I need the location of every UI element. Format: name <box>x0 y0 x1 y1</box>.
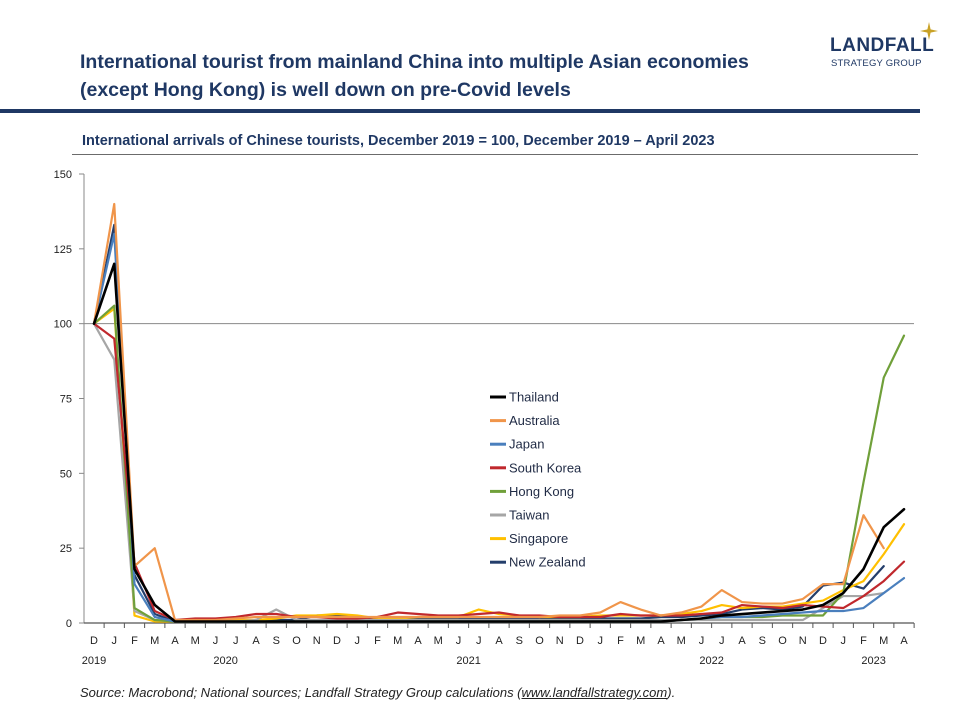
x-tick-label: M <box>636 635 645 647</box>
y-tick-label: 100 <box>54 319 72 331</box>
x-tick-label: D <box>576 635 584 647</box>
title-line-1: International tourist from mainland Chin… <box>80 51 749 73</box>
x-tick-label: J <box>699 635 705 647</box>
x-tick-label: A <box>414 635 422 647</box>
chart-title: International arrivals of Chinese touris… <box>82 133 715 149</box>
x-tick-label: J <box>213 635 219 647</box>
series-line-new-zealand <box>92 223 885 623</box>
x-tick-label: M <box>434 635 443 647</box>
legend-label-australia: Australia <box>509 413 560 428</box>
x-tick-label: J <box>476 635 482 647</box>
star-icon <box>920 22 938 40</box>
x-year-label: 2019 <box>82 655 106 667</box>
x-tick-label: A <box>900 635 908 647</box>
title-line-2: (except Hong Kong) is well down on pre-C… <box>80 79 571 101</box>
landfall-logo: LANDFALL STRATEGY GROUP <box>822 22 942 72</box>
y-tick-label: 0 <box>66 618 72 630</box>
x-tick-label: S <box>273 635 280 647</box>
x-tick-label: S <box>516 635 523 647</box>
x-tick-label: F <box>131 635 138 647</box>
x-tick-label: A <box>171 635 179 647</box>
x-year-label: 2021 <box>456 655 480 667</box>
x-tick-label: J <box>841 635 847 647</box>
legend-label-hong-kong: Hong Kong <box>509 484 574 499</box>
x-tick-label: O <box>535 635 544 647</box>
series-line-taiwan <box>92 322 885 623</box>
x-tick-label: F <box>617 635 624 647</box>
legend-label-south-korea: South Korea <box>509 460 582 475</box>
source-note: Source: Macrobond; National sources; Lan… <box>80 685 675 700</box>
series-line-south-korea <box>92 322 906 622</box>
x-tick-label: J <box>355 635 361 647</box>
page-title: International tourist from mainland Chin… <box>80 48 820 104</box>
x-year-label: 2020 <box>213 655 237 667</box>
y-tick-label: 75 <box>60 394 72 406</box>
x-tick-label: J <box>112 635 118 647</box>
x-tick-label: M <box>879 635 888 647</box>
series-line-singapore <box>92 307 906 623</box>
x-tick-label: J <box>719 635 725 647</box>
y-tick-label: 150 <box>54 169 72 181</box>
y-tick-label: 125 <box>54 244 72 256</box>
x-tick-label: F <box>860 635 867 647</box>
legend-label-singapore: Singapore <box>509 531 568 546</box>
logo-wordmark: LANDFALL <box>830 35 935 56</box>
x-tick-label: N <box>313 635 321 647</box>
x-tick-label: A <box>738 635 746 647</box>
source-link[interactable]: www.landfallstrategy.com <box>521 685 668 700</box>
legend-label-japan: Japan <box>509 437 544 452</box>
x-tick-label: J <box>598 635 604 647</box>
y-tick-label: 25 <box>60 543 72 555</box>
x-tick-label: N <box>556 635 564 647</box>
source-text-end: ). <box>667 685 676 700</box>
x-tick-label: J <box>456 635 462 647</box>
x-tick-label: F <box>374 635 381 647</box>
series-line-hong-kong <box>92 304 906 623</box>
x-tick-label: D <box>90 635 98 647</box>
logo-subtext: STRATEGY GROUP <box>831 58 922 69</box>
x-tick-label: N <box>799 635 807 647</box>
x-tick-label: A <box>495 635 503 647</box>
legend-label-taiwan: Taiwan <box>509 508 549 523</box>
x-tick-label: M <box>677 635 686 647</box>
x-tick-label: A <box>252 635 260 647</box>
source-text: Source: Macrobond; National sources; Lan… <box>80 685 522 700</box>
x-tick-label: D <box>819 635 827 647</box>
x-year-label: 2022 <box>699 655 723 667</box>
x-tick-label: S <box>759 635 766 647</box>
x-tick-label: M <box>150 635 159 647</box>
x-tick-label: O <box>778 635 787 647</box>
x-year-label: 2023 <box>861 655 885 667</box>
y-tick-label: 50 <box>60 468 72 480</box>
x-tick-label: O <box>292 635 301 647</box>
x-tick-label: M <box>191 635 200 647</box>
chart-title-divider <box>72 154 918 155</box>
x-tick-label: J <box>233 635 239 647</box>
legend-label-thailand: Thailand <box>509 390 559 405</box>
legend-label-new-zealand: New Zealand <box>509 555 586 570</box>
title-divider <box>0 109 920 113</box>
series-line-thailand <box>92 262 906 623</box>
series-line-australia <box>92 202 885 622</box>
x-tick-label: A <box>657 635 665 647</box>
x-tick-label: D <box>333 635 341 647</box>
x-tick-label: M <box>393 635 402 647</box>
